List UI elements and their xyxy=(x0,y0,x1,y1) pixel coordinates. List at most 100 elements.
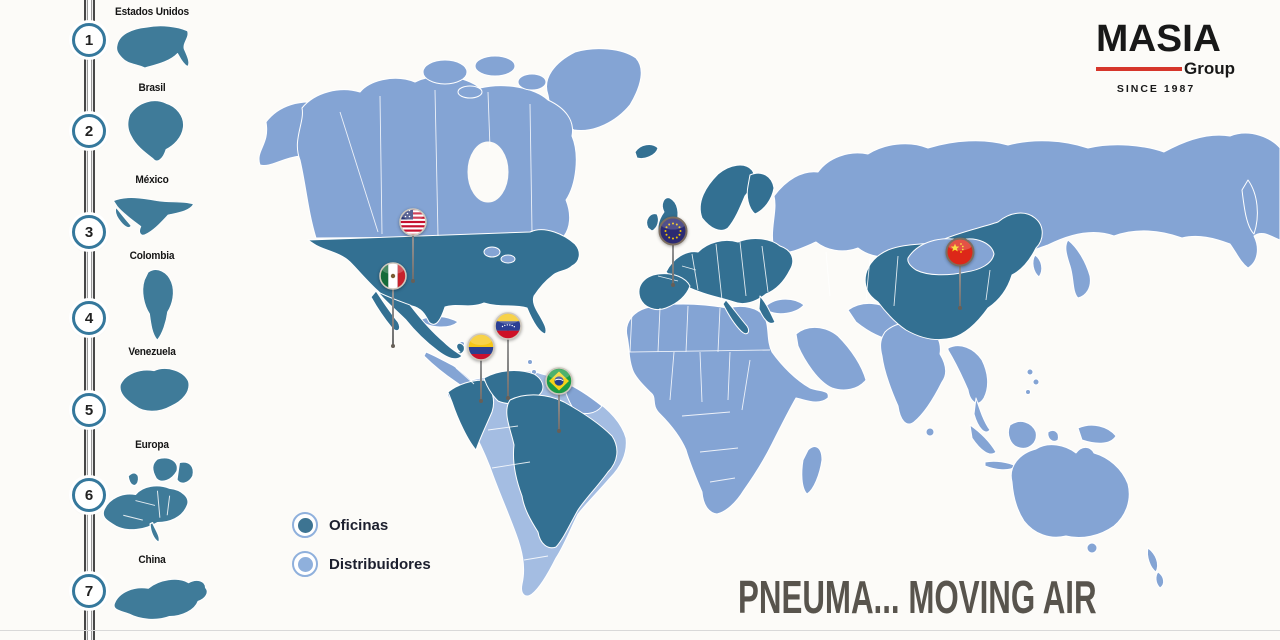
china-flag-pin xyxy=(945,237,975,310)
colombia-flag-icon xyxy=(467,333,495,361)
map-borneo xyxy=(1007,421,1037,449)
arctic-island xyxy=(517,73,547,91)
map-philippines xyxy=(1025,389,1031,395)
sidebar-item-number: 2 xyxy=(72,114,106,148)
map-philippines xyxy=(1032,378,1040,386)
venezuela-flag-icon xyxy=(494,312,522,340)
venezuela-silhouette-icon xyxy=(119,368,190,412)
world-map xyxy=(258,48,1280,597)
caspian-sea xyxy=(819,283,841,317)
map-madagascar xyxy=(801,446,823,495)
map-ireland xyxy=(646,213,659,232)
map-iberia xyxy=(638,273,691,311)
map-java xyxy=(984,460,1017,471)
arctic-island xyxy=(474,55,516,77)
colombia-flag-pin xyxy=(467,333,495,403)
map-borders xyxy=(627,305,771,483)
pin-stick xyxy=(958,252,962,310)
great-lake xyxy=(500,254,516,264)
europe-flag-icon xyxy=(658,216,688,246)
map-borders xyxy=(825,251,991,307)
distributors-circle-icon xyxy=(292,551,318,577)
map-turkey xyxy=(765,298,805,315)
map-indochina xyxy=(947,345,989,404)
offices-circle-icon xyxy=(292,512,318,538)
map-tasmania xyxy=(1086,542,1098,554)
number-text: 4 xyxy=(84,309,94,327)
logo-row: Group xyxy=(1096,60,1246,77)
china-silhouette-icon xyxy=(113,579,208,620)
map-scandinavia xyxy=(699,164,755,231)
logo-group-text: Group xyxy=(1184,59,1235,78)
map-sulawesi xyxy=(1047,429,1059,442)
brazil-silhouette-icon xyxy=(127,100,184,162)
legend-label: Oficinas xyxy=(329,516,389,534)
legend-item-distributors: Distribuidores xyxy=(292,551,431,577)
logo-red-underline xyxy=(1096,66,1182,71)
pin-stick xyxy=(411,222,415,283)
tagline: PNEUMA... MOVING AIR xyxy=(738,571,1097,623)
usa-flag-pin xyxy=(399,208,427,283)
sidebar-item-label: Europa xyxy=(135,439,169,451)
pin-stick xyxy=(557,381,561,433)
map-japan xyxy=(1065,239,1091,299)
hudson-bay xyxy=(467,141,509,203)
number-text: 5 xyxy=(84,401,94,419)
sidebar-item-number: 5 xyxy=(72,393,106,427)
mexico-flag-icon xyxy=(379,262,407,290)
sidebar-item-label: Colombia xyxy=(129,250,175,262)
pin-stick xyxy=(391,276,395,348)
map-kamchatka xyxy=(1241,179,1258,235)
pin-stick xyxy=(671,231,675,287)
sidebar-item-label: México xyxy=(135,174,169,186)
map-guyanas xyxy=(563,381,603,414)
sidebar-item-number: 6 xyxy=(72,478,106,512)
sidebar-item-label: China xyxy=(138,554,166,566)
map-balkans xyxy=(758,295,776,324)
sidebar-item-label: Venezuela xyxy=(128,346,176,358)
map-iceland xyxy=(634,144,659,159)
arctic-island xyxy=(422,59,468,85)
usa-silhouette-icon xyxy=(116,25,190,69)
logo-name: MASIA xyxy=(1096,18,1221,60)
map-italy xyxy=(722,299,750,335)
brazil-flag-pin xyxy=(545,367,573,433)
china-flag-icon xyxy=(945,237,975,267)
map-new-zealand xyxy=(1147,547,1159,573)
legend-item-offices: Oficinas xyxy=(292,512,431,538)
europe-flag-pin xyxy=(658,216,688,287)
map-sumatra xyxy=(969,424,997,455)
bottom-divider xyxy=(0,630,1280,631)
sidebar-item-number: 3 xyxy=(72,215,106,249)
usa-flag-icon xyxy=(399,208,427,236)
arctic-island xyxy=(457,85,483,99)
number-text: 2 xyxy=(84,122,94,140)
map-mexico-body xyxy=(377,291,463,360)
sidebar-item-label: Estados Unidos xyxy=(115,6,189,18)
number-text: 6 xyxy=(84,486,94,504)
map-arabia xyxy=(795,327,867,391)
legend-label: Distribuidores xyxy=(329,555,431,573)
map-antilles xyxy=(527,359,533,365)
mexico-flag-pin xyxy=(379,262,407,348)
map-new-zealand xyxy=(1155,571,1165,589)
map-philippines xyxy=(1026,368,1034,376)
map-colombia xyxy=(447,379,495,451)
map-new-guinea xyxy=(1077,424,1117,444)
number-text: 1 xyxy=(84,31,94,49)
legend: Oficinas Distribuidores xyxy=(292,512,431,590)
pin-stick xyxy=(506,326,510,400)
map-sri-lanka xyxy=(925,427,935,437)
mexico-silhouette-icon xyxy=(113,197,195,236)
map-korea xyxy=(1032,254,1043,278)
map-borders xyxy=(455,367,549,561)
number-text: 7 xyxy=(84,582,94,600)
great-lake xyxy=(483,246,501,258)
map-borders xyxy=(657,241,769,301)
map-brazil xyxy=(506,394,618,549)
pin-stick xyxy=(479,347,483,403)
map-africa xyxy=(625,303,829,515)
map-australia xyxy=(1010,444,1130,539)
map-malay xyxy=(973,397,991,433)
